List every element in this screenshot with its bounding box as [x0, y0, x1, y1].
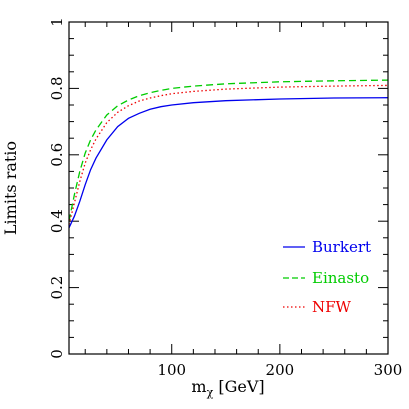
- series-line-nfw: [68, 84, 389, 225]
- y-tick-label: 0.8: [48, 76, 66, 100]
- x-axis-label: mχ [GeV]: [191, 377, 264, 399]
- y-tick-label: 0.2: [48, 276, 66, 300]
- legend-label-burkert: Burkert: [312, 238, 371, 256]
- x-tick-label: 100: [157, 361, 186, 379]
- x-tick-label: 200: [266, 361, 295, 379]
- y-tick-label: 1: [48, 17, 66, 27]
- x-axis-label-main: m: [191, 377, 206, 396]
- legend-label-nfw: NFW: [312, 298, 352, 316]
- legend: Burkert Einasto NFW: [283, 238, 371, 316]
- legend-label-einasto: Einasto: [312, 269, 369, 287]
- series-line-einasto: [68, 79, 389, 222]
- y-axis-label: Limits ratio: [1, 141, 20, 235]
- plot-frame: [68, 21, 389, 355]
- tick-labels: 100 200 300 0 0.2 0.4 0.6 0.8 1: [48, 17, 402, 379]
- x-tick-label: 300: [374, 361, 403, 379]
- y-tick-label: 0.6: [48, 143, 66, 167]
- x-axis-label-unit: [GeV]: [213, 377, 264, 396]
- y-tick-label: 0.4: [48, 209, 66, 233]
- x-axis-label-subscript: χ: [207, 386, 214, 399]
- y-tick-label: 0: [48, 349, 66, 359]
- data-series: [68, 79, 389, 229]
- series-line-burkert: [68, 97, 389, 229]
